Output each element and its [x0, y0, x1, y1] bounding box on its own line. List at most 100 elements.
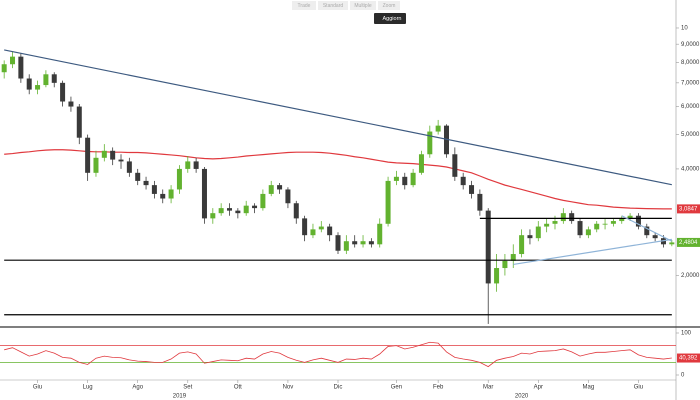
x-tick-label: Feb [433, 385, 444, 391]
y-tick-label: 5,0000 [681, 132, 700, 138]
candle-body [335, 235, 341, 251]
candle-body [318, 226, 324, 230]
candle-body [227, 208, 233, 211]
candle-body [385, 180, 391, 224]
candle-body [176, 168, 182, 190]
toolbar-button[interactable] [318, 1, 348, 10]
candle-body [352, 241, 358, 245]
x-tick-label: Mag [583, 385, 595, 391]
toolbar-button[interactable] [350, 1, 376, 10]
candle-body [327, 226, 333, 236]
moving-average [4, 149, 672, 210]
candle-body [293, 203, 299, 219]
y-tick-label: 10 [681, 26, 688, 32]
candle-body [644, 226, 650, 236]
candle-body [201, 168, 207, 219]
candle-body [544, 223, 550, 227]
price-marker [677, 237, 700, 247]
candle-body [377, 223, 383, 245]
candle-body [418, 154, 424, 173]
candle-body [18, 56, 24, 79]
candle-body [477, 193, 483, 211]
candle-body [510, 254, 516, 261]
candle-body [602, 223, 608, 225]
rsi-tick-label: 100 [681, 331, 692, 337]
candle-body [110, 150, 116, 160]
candle-body [143, 180, 149, 186]
candle-body [485, 210, 491, 284]
toolbar-label: Zoom [383, 3, 396, 9]
candle-body [135, 172, 141, 181]
candle-body [168, 189, 174, 199]
x-tick-label: Lug [83, 385, 93, 391]
rsi-tick-label: 0 [681, 373, 685, 379]
candle-body [85, 137, 91, 173]
y-tick-label: 2,0000 [681, 273, 700, 279]
candle-body [68, 101, 74, 107]
candle-body [393, 176, 399, 181]
candle-body [469, 185, 475, 194]
candle-body [560, 213, 566, 222]
candle-body [527, 235, 533, 239]
x-tick-label: Ago [132, 385, 143, 391]
candle-body [452, 154, 458, 177]
price-marker-label: 2,4804 [679, 240, 698, 246]
candle-body [635, 215, 641, 227]
candle-body [435, 125, 441, 132]
toolbar-button[interactable] [292, 1, 316, 10]
x-tick-label: Giu [33, 385, 42, 391]
candle-body [343, 241, 349, 251]
toolbar: Trade Standard Multiple Zoom Aggiorn [292, 1, 406, 24]
toolbar-label: Trade [298, 3, 311, 9]
toolbar-button[interactable] [378, 1, 400, 10]
refresh-button[interactable] [374, 13, 406, 24]
candle-body [218, 208, 224, 214]
rsi-marker-label: 40,392 [679, 356, 698, 362]
candle-body [627, 215, 633, 219]
rsi-marker [677, 353, 700, 363]
candle-body [669, 242, 675, 245]
x-tick-label: Gen [391, 385, 402, 391]
candle-body [502, 260, 508, 269]
rsi-line [4, 341, 672, 368]
x-tick-label: Giu [634, 385, 643, 391]
candle-body [360, 241, 366, 245]
candle-body [268, 185, 274, 194]
candle-body [185, 161, 191, 169]
candle-body [60, 82, 66, 102]
x-tick-label: Nov [283, 385, 294, 391]
candle-body [460, 176, 466, 186]
candle-body [368, 241, 374, 245]
candle-body [193, 161, 199, 169]
x-tick-label: Ott [234, 385, 242, 391]
candle-body [310, 229, 316, 236]
candle-body [43, 74, 49, 86]
candle-body [402, 176, 408, 186]
x-tick-label: Set [183, 385, 192, 391]
candle-body [569, 213, 575, 222]
toolbar-label: Multiple [354, 3, 371, 9]
x-tick-label: Dic [334, 385, 343, 391]
y-tick-label: 6,0000 [681, 104, 700, 110]
candle-body [277, 185, 283, 190]
refresh-label: Aggiorn [383, 16, 402, 22]
candle-body [26, 78, 32, 90]
candle-body [427, 131, 433, 155]
year-label: 2019 [173, 394, 187, 400]
toolbar-label: Standard [323, 3, 344, 9]
candle-body [35, 85, 41, 90]
trend-line [4, 49, 672, 186]
candle-body [494, 268, 500, 284]
candle-body [10, 56, 16, 65]
price-marker [677, 204, 700, 214]
candle-body [118, 159, 124, 162]
candle-body [235, 210, 241, 214]
price-marker-label: 3,0847 [679, 206, 698, 212]
candle-body [285, 189, 291, 204]
candle-body [210, 213, 216, 219]
candle-body [151, 185, 157, 194]
candle-body [519, 235, 525, 255]
year-label: 2020 [515, 394, 529, 400]
